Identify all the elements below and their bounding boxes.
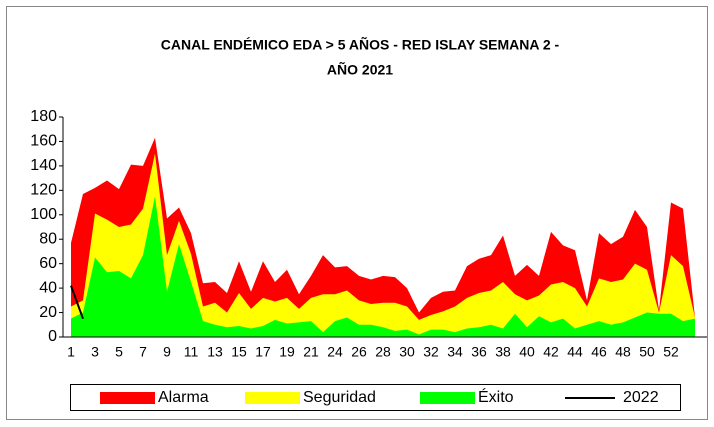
legend-label: 2022 (623, 389, 659, 406)
legend-swatch (245, 392, 300, 404)
x-tick-label: 40 (519, 344, 535, 360)
x-tick-label: 5 (115, 344, 123, 360)
x-tick-label: 15 (231, 344, 247, 360)
legend-swatch (100, 392, 155, 404)
x-tick-label: 32 (423, 344, 439, 360)
x-tick-label: 21 (303, 344, 319, 360)
x-tick-label: 50 (639, 344, 655, 360)
x-tick-label: 30 (399, 344, 415, 360)
x-tick-label: 42 (543, 344, 559, 360)
x-tick-label: 28 (375, 344, 391, 360)
y-tick-label: 100 (30, 206, 57, 223)
chart-title: CANAL ENDÉMICO EDA > 5 AÑOS - RED ISLAY … (161, 36, 560, 53)
x-tick-label: 46 (591, 344, 607, 360)
x-tick-label: 44 (567, 344, 583, 360)
x-tick-label: 9 (163, 344, 171, 360)
x-tick-label: 13 (207, 344, 223, 360)
y-tick-label: 160 (30, 133, 57, 150)
legend-label: Éxito (478, 387, 514, 406)
area (71, 196, 695, 337)
x-tick-label: 34 (447, 344, 463, 360)
y-tick-label: 80 (39, 230, 57, 247)
y-tick-label: 0 (48, 328, 57, 345)
x-tick-label: 19 (279, 344, 295, 360)
x-tick-label: 17 (255, 344, 271, 360)
y-tick-label: 140 (30, 157, 57, 174)
x-tick-label: 7 (139, 344, 147, 360)
y-tick-label: 120 (30, 182, 57, 199)
legend-label: Alarma (158, 389, 209, 406)
x-tick-label: 1 (67, 344, 75, 360)
legend-label: Seguridad (303, 389, 376, 406)
y-tick-label: 60 (39, 255, 57, 272)
x-tick-label: 36 (471, 344, 487, 360)
x-tick-label: 24 (327, 344, 343, 360)
x-tick-label: 26 (351, 344, 367, 360)
x-tick-label: 3 (91, 344, 99, 360)
x-tick-label: 48 (615, 344, 631, 360)
x-tick-label: 11 (184, 344, 199, 360)
x-tick-label: 52 (663, 344, 679, 360)
chart-title: AÑO 2021 (327, 61, 393, 78)
x-tick-label: 38 (495, 344, 511, 360)
y-tick-label: 40 (39, 279, 57, 296)
legend-swatch (420, 392, 475, 404)
line (70, 285, 84, 320)
area (71, 137, 695, 337)
y-tick-label: 180 (30, 108, 57, 125)
y-tick-label: 20 (39, 304, 57, 321)
